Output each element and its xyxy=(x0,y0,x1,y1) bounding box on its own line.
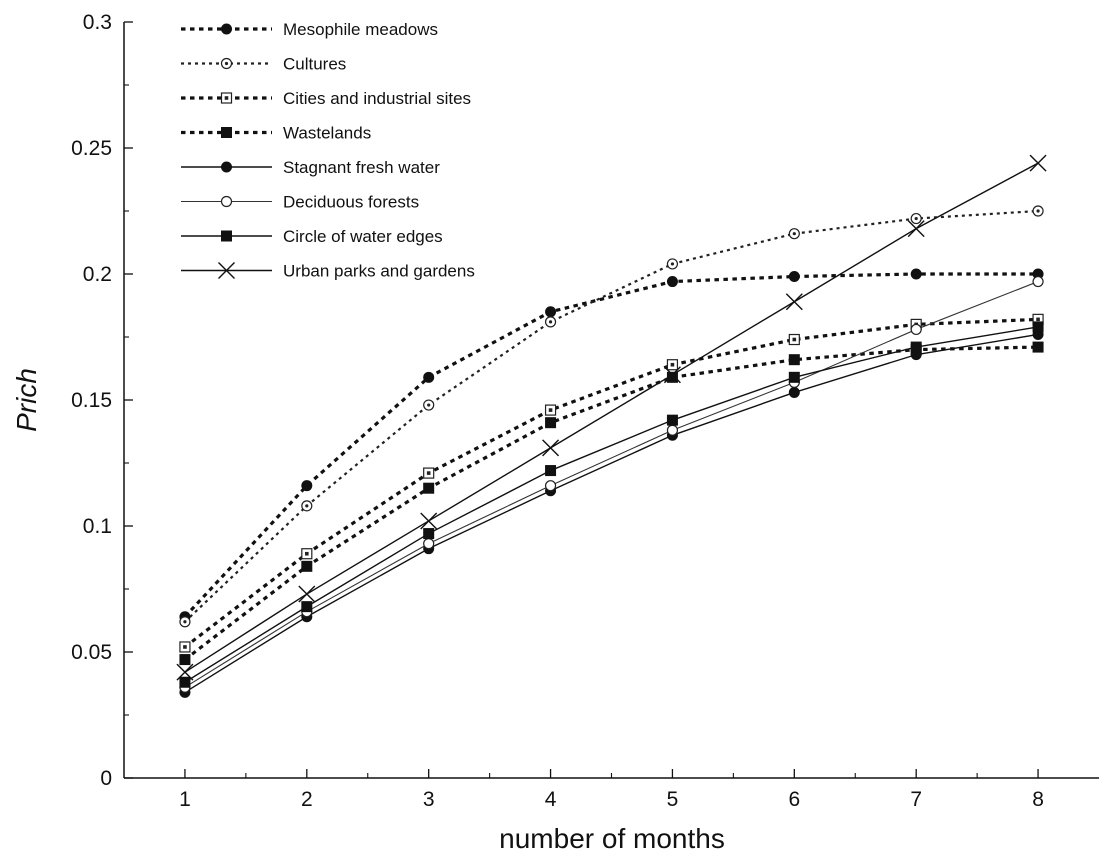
legend-label-7: Circle of water edges xyxy=(283,227,443,246)
series-layer xyxy=(176,154,1047,698)
legend-label-2: Cultures xyxy=(283,55,346,74)
series-7-point xyxy=(545,465,557,477)
series-2-point-center xyxy=(305,504,309,508)
legend-marker-2-center xyxy=(224,61,229,66)
series-7-point xyxy=(788,371,800,383)
series-4-point xyxy=(1032,341,1044,353)
series-8-point-b xyxy=(907,220,925,238)
series-3-point-center xyxy=(792,337,797,342)
x-tick-label: 4 xyxy=(545,788,557,811)
series-line-3 xyxy=(183,317,1039,649)
series-1-point xyxy=(423,371,435,383)
series-6-point xyxy=(544,480,557,492)
plot-frame xyxy=(124,22,1101,778)
series-8-point-b xyxy=(1029,154,1047,172)
series-6-point xyxy=(1032,275,1044,288)
x-tick-label: 8 xyxy=(1032,788,1044,811)
legend-marker-5 xyxy=(221,161,232,173)
x-tick-label: 3 xyxy=(423,788,435,811)
series-2-point-center xyxy=(1036,209,1040,213)
y-tick-label: 0.05 xyxy=(71,641,112,664)
x-tick-label: 2 xyxy=(301,788,313,811)
series-1-point xyxy=(301,480,313,492)
x-tick-label: 6 xyxy=(788,788,800,811)
legend-marker-6 xyxy=(220,195,233,208)
x-tick-label: 5 xyxy=(667,788,679,811)
y-tick-label: 0.25 xyxy=(71,137,112,160)
series-8-point-b xyxy=(176,663,194,681)
y-tick-label: 0.3 xyxy=(83,11,112,34)
y-tick-label: 0 xyxy=(100,767,112,790)
series-3-point-center xyxy=(1036,317,1040,322)
x-tick-label: 1 xyxy=(179,788,191,811)
series-5-point xyxy=(788,386,800,398)
y-tick-label: 0.15 xyxy=(71,389,112,412)
series-8-point-b xyxy=(298,585,316,603)
legend-label-6: Deciduous forests xyxy=(283,193,419,212)
series-3-point-center xyxy=(670,362,675,367)
series-7-point xyxy=(1032,321,1044,333)
series-4-point xyxy=(788,354,800,366)
series-3-point-center xyxy=(183,645,187,649)
legend-label-3: Cities and industrial sites xyxy=(283,89,471,108)
series-8-point-b xyxy=(785,293,803,311)
legend-label-4: Wastelands xyxy=(283,124,371,143)
legend-marker-1 xyxy=(221,23,232,35)
legend-marker-8-b xyxy=(218,262,235,279)
series-4-point xyxy=(301,560,313,572)
series-1-point xyxy=(788,271,800,283)
series-2-point-center xyxy=(427,403,431,407)
series-line-5 xyxy=(184,333,1039,693)
axes: 0 0.05 0.1 0.15 0.2 0.25 0.3 1 2 3 4 5 6 7 8 xyxy=(71,11,1099,811)
series-line-8 xyxy=(184,162,1039,673)
legend: Mesophile meadows Cultures Cities and indu… xyxy=(181,20,475,281)
legend-marker-7 xyxy=(221,230,232,242)
series-4-point xyxy=(545,417,557,429)
y-axis-title: Prich xyxy=(11,368,42,432)
series-2-point-center xyxy=(792,232,796,236)
y-tick-label: 0.1 xyxy=(83,515,112,538)
series-4-point xyxy=(423,482,435,494)
x-axis-title: number of months xyxy=(499,823,725,854)
series-line-1 xyxy=(183,272,1039,618)
series-2-point-center xyxy=(183,620,187,624)
series-8-point-b xyxy=(420,512,438,530)
series-7-point xyxy=(910,341,922,353)
series-4-point xyxy=(179,654,191,666)
legend-marker-3-center xyxy=(224,96,229,100)
series-line-2 xyxy=(184,209,1039,623)
series-7-point xyxy=(179,676,191,688)
series-1-point xyxy=(666,276,678,288)
series-1-point xyxy=(910,268,922,280)
series-6-point xyxy=(910,323,922,336)
legend-label-5: Stagnant fresh water xyxy=(283,158,440,177)
series-2-point-center xyxy=(914,216,918,221)
legend-label-1: Mesophile meadows xyxy=(283,20,438,39)
series-3-point-center xyxy=(305,551,309,556)
x-tick-label: 7 xyxy=(910,788,922,811)
series-2-point-center xyxy=(548,320,553,324)
legend-label-8: Urban parks and gardens xyxy=(283,262,475,281)
series-7-point xyxy=(423,528,435,540)
series-3-point-center xyxy=(548,408,553,412)
series-2-point-center xyxy=(670,262,675,266)
series-4-point xyxy=(666,371,678,383)
series-8-point-b xyxy=(663,366,681,384)
series-3-point-center xyxy=(426,471,431,475)
series-1-point xyxy=(545,306,557,318)
series-line-7 xyxy=(184,326,1039,683)
series-7-point xyxy=(301,601,313,613)
series-line-6 xyxy=(184,281,1039,688)
series-7-point xyxy=(666,414,678,426)
y-tick-label: 0.2 xyxy=(83,263,112,286)
series-6-point xyxy=(423,538,435,550)
legend-marker-4 xyxy=(221,127,232,138)
series-6-point xyxy=(666,424,679,436)
series-8-point-b xyxy=(542,439,560,457)
